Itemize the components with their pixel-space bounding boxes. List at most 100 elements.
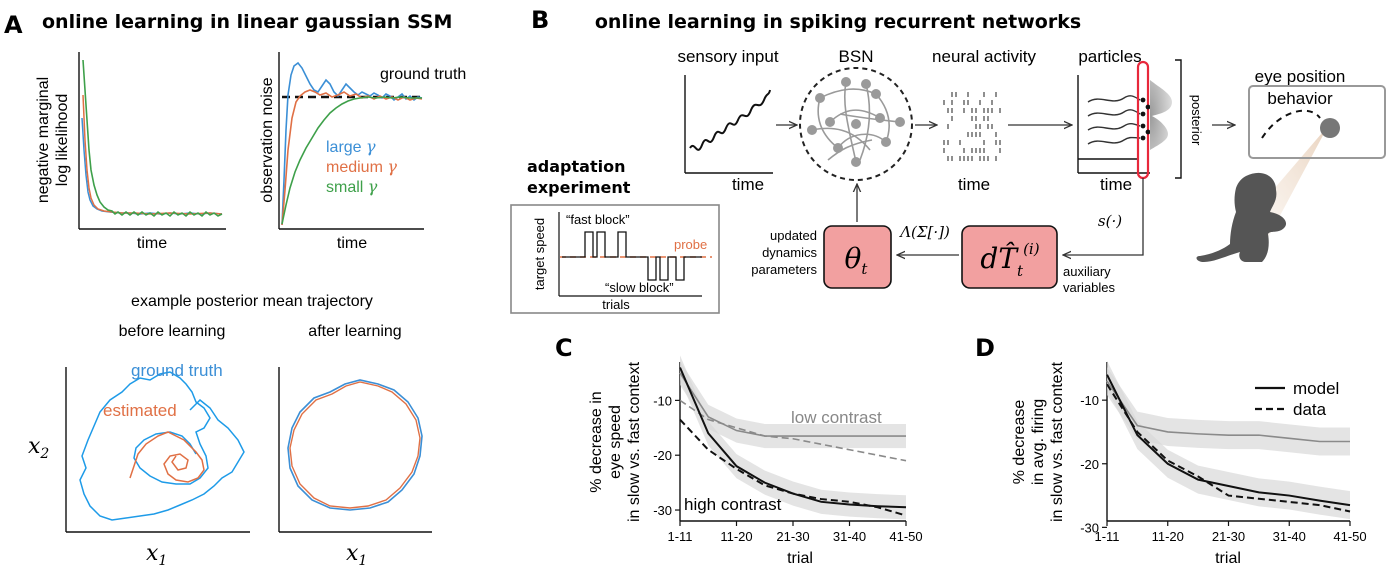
ground-truth-label: ground truth [380, 66, 466, 83]
after-learning-label: after learning [308, 323, 401, 340]
low-contrast-label: low contrast [791, 408, 882, 427]
d-series-data-data [1106, 383, 1351, 513]
legend-model: model [1293, 379, 1339, 398]
d-xtick-label: 21-30 [1212, 529, 1245, 544]
panel-d-letter: D [975, 334, 995, 362]
x1-axis-label-after: x1 [346, 541, 367, 567]
nll-curve-green [82, 59, 223, 218]
panel-d: D % decrease in avg. firing in slow vs. … [975, 334, 1367, 567]
theta-node: θt [823, 225, 892, 289]
particles-time-label: time [1100, 175, 1132, 194]
particles-plot: posterior time [1077, 59, 1204, 194]
adaptation-label-1: adaptation [527, 157, 625, 176]
nll-ylabel-1: negative marginal [35, 77, 52, 203]
auxiliary-label-1: auxiliary [1063, 264, 1111, 279]
neural-activity-label: neural activity [932, 47, 1036, 66]
d-band [1107, 360, 1350, 520]
eye-position-label-1: eye position [1255, 67, 1346, 86]
obs-curve-green [281, 96, 422, 225]
auxiliary-label-2: variables [1063, 280, 1116, 295]
legend-data: data [1293, 400, 1327, 419]
d-xtick-label: 11-20 [1152, 529, 1184, 544]
panel-c-letter: C [555, 334, 573, 362]
after-learning-plot [278, 367, 432, 533]
eye-position-label-2: behavior [1267, 89, 1333, 108]
chart-d: -10 -20 -301-11 11-20 21-30 31-40 41-50 [1080, 360, 1367, 544]
s-function-label: s(·) [1098, 212, 1122, 230]
before-ground-truth-trajectory [79, 371, 245, 521]
d-ytick-label: -20 [1080, 457, 1099, 472]
posterior-density [1150, 80, 1172, 150]
c-series-low-contrast-data [679, 399, 907, 462]
before-learning-plot: ground truth estimated [65, 361, 250, 533]
svg-text:x1: x1 [346, 541, 367, 567]
legend-medium: medium γ [326, 157, 397, 176]
d-xtick-label: 41-50 [1333, 529, 1366, 544]
probe-label: probe [674, 237, 707, 252]
svg-text:x1: x1 [146, 541, 167, 567]
target-dot [1320, 118, 1340, 138]
before-learning-label: before learning [119, 323, 226, 340]
c-ytick-label: -10 [653, 393, 672, 408]
posterior-title: example posterior mean trajectory [131, 293, 373, 310]
c-xtick-label: 21-30 [776, 529, 809, 544]
lambda-label: Λ(Σ[·]) [898, 223, 950, 241]
theta-formula: θt [845, 242, 869, 278]
legend-large: large γ [326, 137, 376, 156]
particle-selection-highlight [1136, 60, 1150, 180]
d-ytick-label: -30 [1080, 520, 1099, 535]
panel-a-title: online learning in linear gaussian SSM [42, 11, 452, 33]
target-speed-label: target speed [532, 218, 547, 290]
obs-xlabel: time [337, 235, 367, 252]
bsn-network [799, 67, 913, 181]
panel-c: C % decrease in eye speed in slow vs. fa… [555, 334, 923, 567]
trials-label: trials [602, 297, 630, 312]
obs-ylabel: observation noise [259, 77, 276, 203]
bsn-label: BSN [839, 47, 874, 66]
c-series-high-contrast-data [679, 418, 907, 517]
sensory-time-label: time [732, 175, 764, 194]
c-xtick-label: 11-20 [720, 529, 752, 544]
c-ytick-label: -30 [653, 503, 672, 518]
posterior-label: posterior [1189, 95, 1204, 146]
c-xtick-label: 1-11 [667, 529, 692, 544]
d-xtick-label: 31-40 [1273, 529, 1306, 544]
d-legend: model data [1255, 379, 1339, 419]
high-contrast-label: high contrast [684, 495, 782, 514]
panel-b-title: online learning in spiking recurrent net… [595, 11, 1081, 33]
estimated-text: estimated [103, 401, 177, 420]
svg-text:x2: x2 [28, 434, 49, 462]
x2-axis-label: x2 [28, 434, 49, 462]
dT-node: dT̂t(i) [961, 225, 1058, 289]
nll-curve-orange [82, 94, 223, 215]
c-ylabel-3: in slow vs. fast context [626, 361, 643, 522]
particles-label: particles [1078, 47, 1141, 66]
before-estimated-trajectory [129, 431, 205, 483]
d-ylabel-2: in avg. firing [1030, 399, 1047, 485]
fast-block-label: “fast block” [566, 212, 630, 227]
arrow-particles-to-dT [1063, 178, 1144, 255]
d-xlabel: trial [1215, 550, 1241, 567]
d-xtick-label: 1-11 [1094, 529, 1119, 544]
c-xlabel: trial [787, 550, 813, 567]
legend-small: small γ [326, 177, 378, 196]
ground-truth-text: ground truth [131, 361, 223, 380]
panel-a-letter: A [4, 11, 23, 39]
after-estimated-trajectory [289, 381, 421, 509]
dT-formula: dT̂t(i) [980, 240, 1039, 280]
adaptation-label-2: experiment [527, 178, 631, 197]
c-series-low-contrast-model [679, 372, 906, 437]
updated-label-3: parameters [751, 262, 817, 277]
c-band [680, 355, 906, 520]
obs-noise-plot: observation noise time ground truth larg… [259, 52, 466, 252]
nll-ylabel-2: log likelihood [54, 94, 71, 187]
nll-plot: negative marginal log likelihood time [35, 52, 226, 252]
x1-axis-label-before: x1 [146, 541, 167, 567]
c-ytick-label: -20 [653, 448, 672, 463]
updated-label-2: dynamics [762, 245, 817, 260]
d-series-model-model [1106, 380, 1350, 443]
nll-curve-blue [81, 117, 223, 215]
c-ylabel-2: eye speed [607, 405, 624, 479]
chart-c: -10 -20 -30 1-11 11-20 21-30 31-40 41-50 [653, 355, 923, 544]
c-ylabel-1: % decrease in [588, 391, 605, 492]
